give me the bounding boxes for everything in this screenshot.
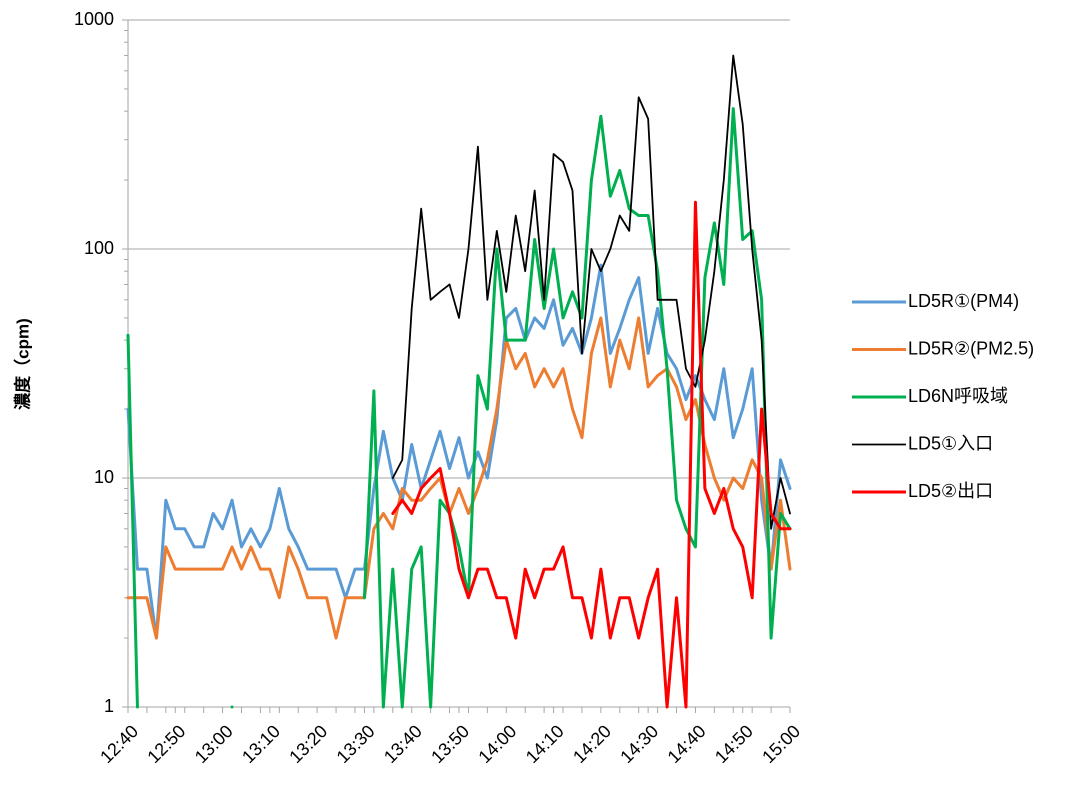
x-tick-label: 15:00 [758,721,804,767]
y-tick-label: 1000 [74,9,114,29]
x-tick-label: 14:00 [474,721,520,767]
data-line [126,107,792,709]
x-tick-label: 12:50 [143,721,189,767]
x-tick-label: 13:10 [238,721,284,767]
x-tick-label: 12:40 [96,721,142,767]
y-tick-label: 10 [94,467,114,487]
x-tick-label: 13:50 [427,721,473,767]
x-tick-label: 13:00 [191,721,237,767]
legend-label: LD6N呼吸域 [908,386,1008,406]
y-axis-title: 濃度（cpm) [12,318,32,410]
y-tick-label: 100 [84,238,114,258]
data-line [126,316,792,640]
x-tick-label: 14:30 [616,721,662,767]
legend-label: LD5①入口 [908,433,993,453]
x-tick-label: 14:50 [711,721,757,767]
legend-label: LD5②出口 [908,481,993,501]
x-tick-label: 14:10 [522,721,568,767]
data-line [126,263,792,640]
data-line [391,200,792,709]
legend-label: LD5R②(PM2.5) [908,338,1034,358]
y-tick-label: 1 [104,696,114,716]
x-tick-label: 13:40 [380,721,426,767]
data-line [391,54,791,530]
legend-label: LD5R①(PM4) [908,291,1019,311]
x-tick-label: 14:20 [569,721,615,767]
x-tick-label: 14:40 [664,721,710,767]
x-tick-label: 13:30 [333,721,379,767]
x-tick-label: 13:20 [285,721,331,767]
